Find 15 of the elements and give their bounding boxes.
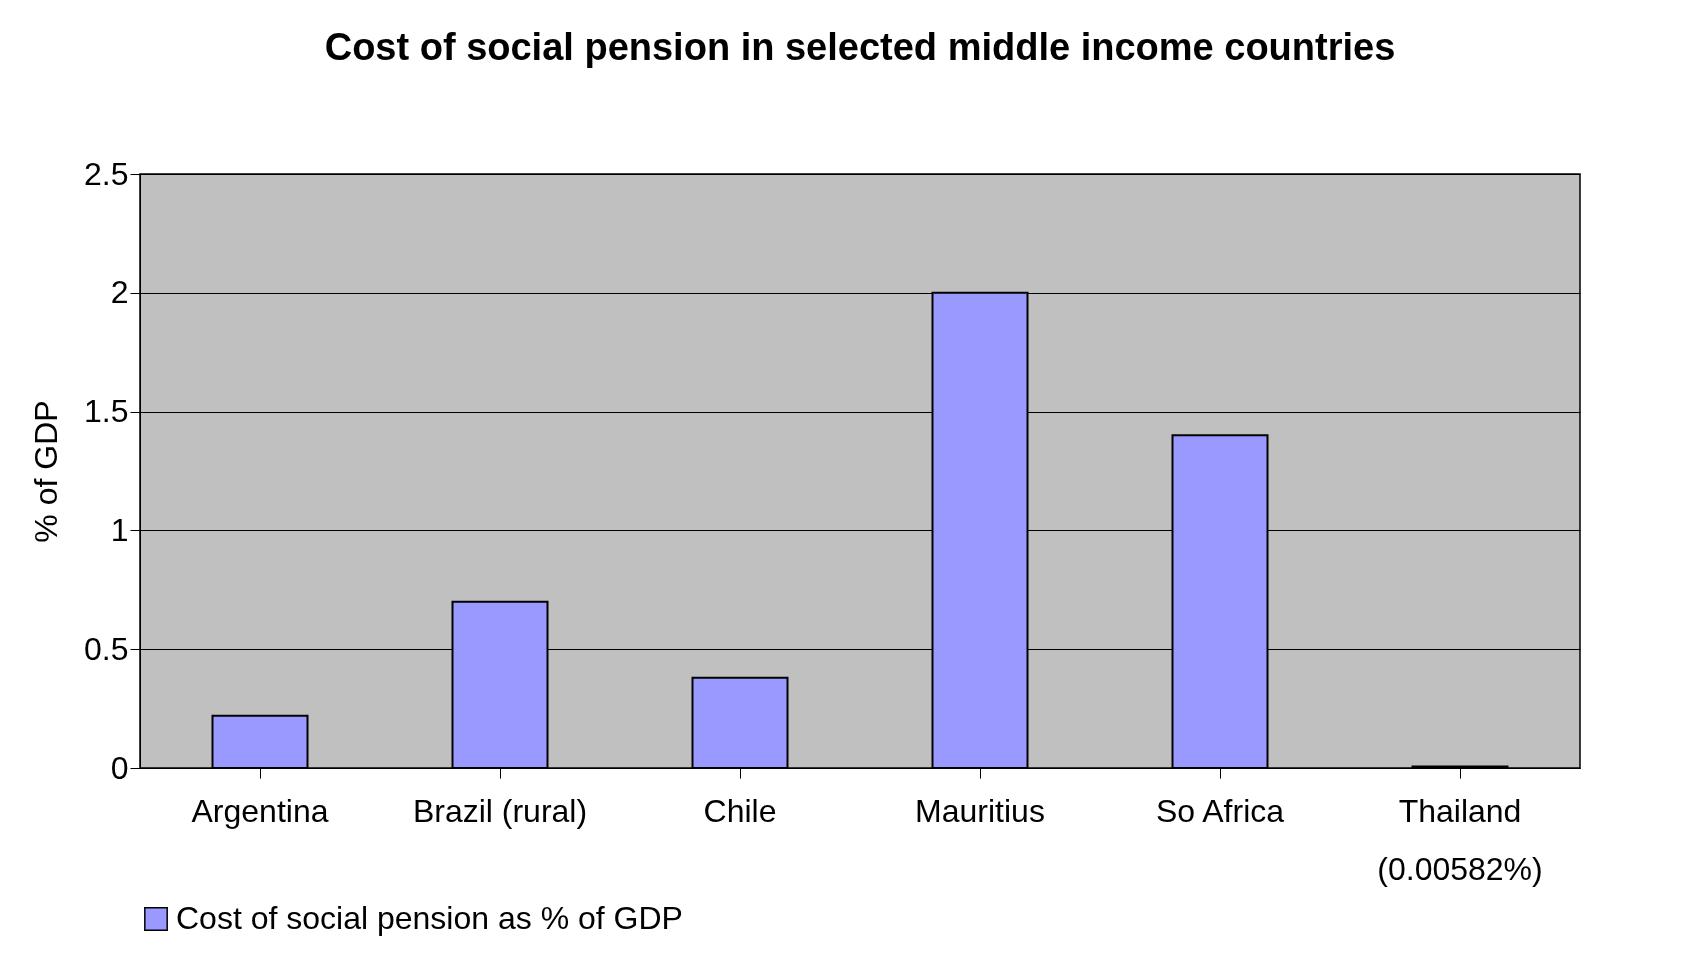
y-tick-label: 1 [110, 511, 129, 548]
x-tick-label: Chile [703, 792, 777, 829]
y-tick-label: 1.5 [84, 393, 129, 430]
chart-title: Cost of social pension in selected middle income countries [324, 26, 1396, 68]
x-tick-label: Brazil (rural) [412, 792, 588, 829]
legend-label: Cost of social pension as % of GDP [176, 900, 683, 936]
y-tick-label: 0 [110, 749, 129, 786]
y-axis-title: % of GDP [28, 400, 65, 543]
x-tick-label: Mauritius [915, 792, 1045, 829]
y-tick-label: 2.5 [84, 155, 129, 192]
y-tick-label: 0.5 [84, 630, 129, 667]
x-tick-label: Thailand (0.00582%) [1377, 792, 1543, 887]
y-tick-label: 2 [110, 274, 129, 311]
x-tick-label: Argentina [191, 792, 329, 829]
x-tick-label: So Africa [1155, 792, 1285, 829]
